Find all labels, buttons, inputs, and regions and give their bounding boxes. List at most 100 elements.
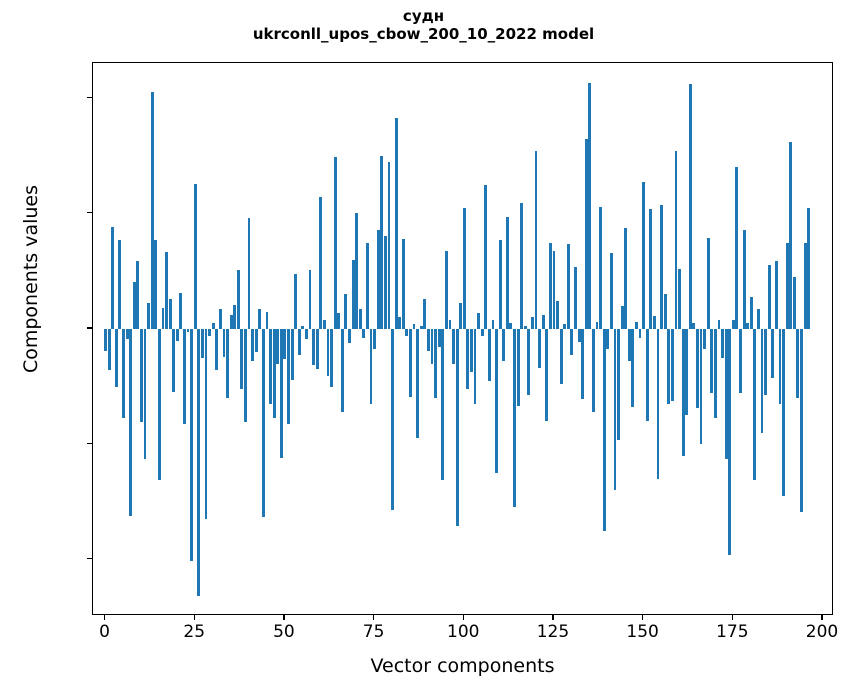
bar [660,205,664,329]
bar [739,329,742,394]
bar [570,329,574,355]
bar [200,329,204,358]
y-tick-mark [87,327,92,329]
bar [261,329,265,517]
bar [129,329,133,517]
bar [154,240,158,329]
x-tick-label: 75 [362,622,385,642]
bar [538,329,542,369]
y-tick-mark [87,557,92,559]
bar [548,242,552,329]
bar [566,243,570,329]
bar [114,329,118,387]
bar [258,308,262,329]
bar [294,274,298,329]
bar [800,329,803,513]
bar [218,308,222,329]
bar [509,323,513,329]
bar [412,324,416,329]
bar [502,329,506,361]
chart-title-line-1: судн [402,7,445,25]
bar [215,329,219,371]
bar [649,209,653,329]
bar [269,329,272,404]
bar [545,329,549,422]
x-tick-mark [103,615,106,620]
bar [319,196,323,329]
y-tick-mark [87,97,92,99]
bar [208,329,211,336]
plot-axes [92,62,833,615]
x-axis-label: Vector components [370,655,555,677]
bar [150,91,154,329]
bar [609,253,613,329]
bar [696,329,699,409]
bar [746,323,750,329]
bar [470,329,473,373]
bar [584,139,588,329]
bar [667,329,671,404]
bar [376,229,380,329]
bar [760,329,764,433]
bar [358,308,362,329]
bar [713,329,717,419]
bar [462,208,466,329]
bar [638,329,642,338]
bar [419,326,423,329]
bar [276,329,280,364]
bar [699,329,703,445]
bar [599,206,603,329]
bar [125,329,129,340]
x-tick-mark [821,615,823,620]
bar [157,329,161,480]
bar [251,329,255,361]
bar [265,311,269,329]
y-tick-mark [87,212,92,214]
bar [204,329,208,519]
bar [606,329,610,350]
bar [161,308,165,329]
bar [706,238,710,329]
bar [175,329,179,341]
bar [426,329,430,351]
bar [279,329,283,458]
bar [373,329,377,350]
x-tick-mark [731,615,733,620]
bar [272,329,276,419]
bar [602,329,606,531]
bar [179,293,183,329]
x-tick-mark [462,615,464,620]
bar [807,208,811,329]
bar [394,117,398,329]
x-tick-label: 150 [626,622,659,642]
bar [581,329,585,400]
bar [401,239,405,329]
bar [197,329,201,597]
bar [670,329,674,401]
bar [459,303,463,329]
bar [742,229,746,329]
bar [484,185,488,329]
bar [703,329,707,350]
bar [592,329,595,413]
bar [222,329,226,357]
bar [552,251,556,329]
bar [642,182,646,329]
bar [757,308,760,329]
bar [652,316,656,329]
bar [107,329,111,371]
bar [122,329,125,419]
bar [631,329,635,407]
y-tick-mark [87,442,92,444]
x-tick-label: 125 [536,622,570,642]
bar [132,281,136,329]
bar [635,322,638,329]
bar [678,268,681,329]
bar [617,329,620,440]
bar [520,203,524,329]
bar [247,217,251,329]
bar [416,329,420,439]
bar [735,166,739,329]
x-tick-mark [552,615,554,620]
bar [563,324,567,329]
